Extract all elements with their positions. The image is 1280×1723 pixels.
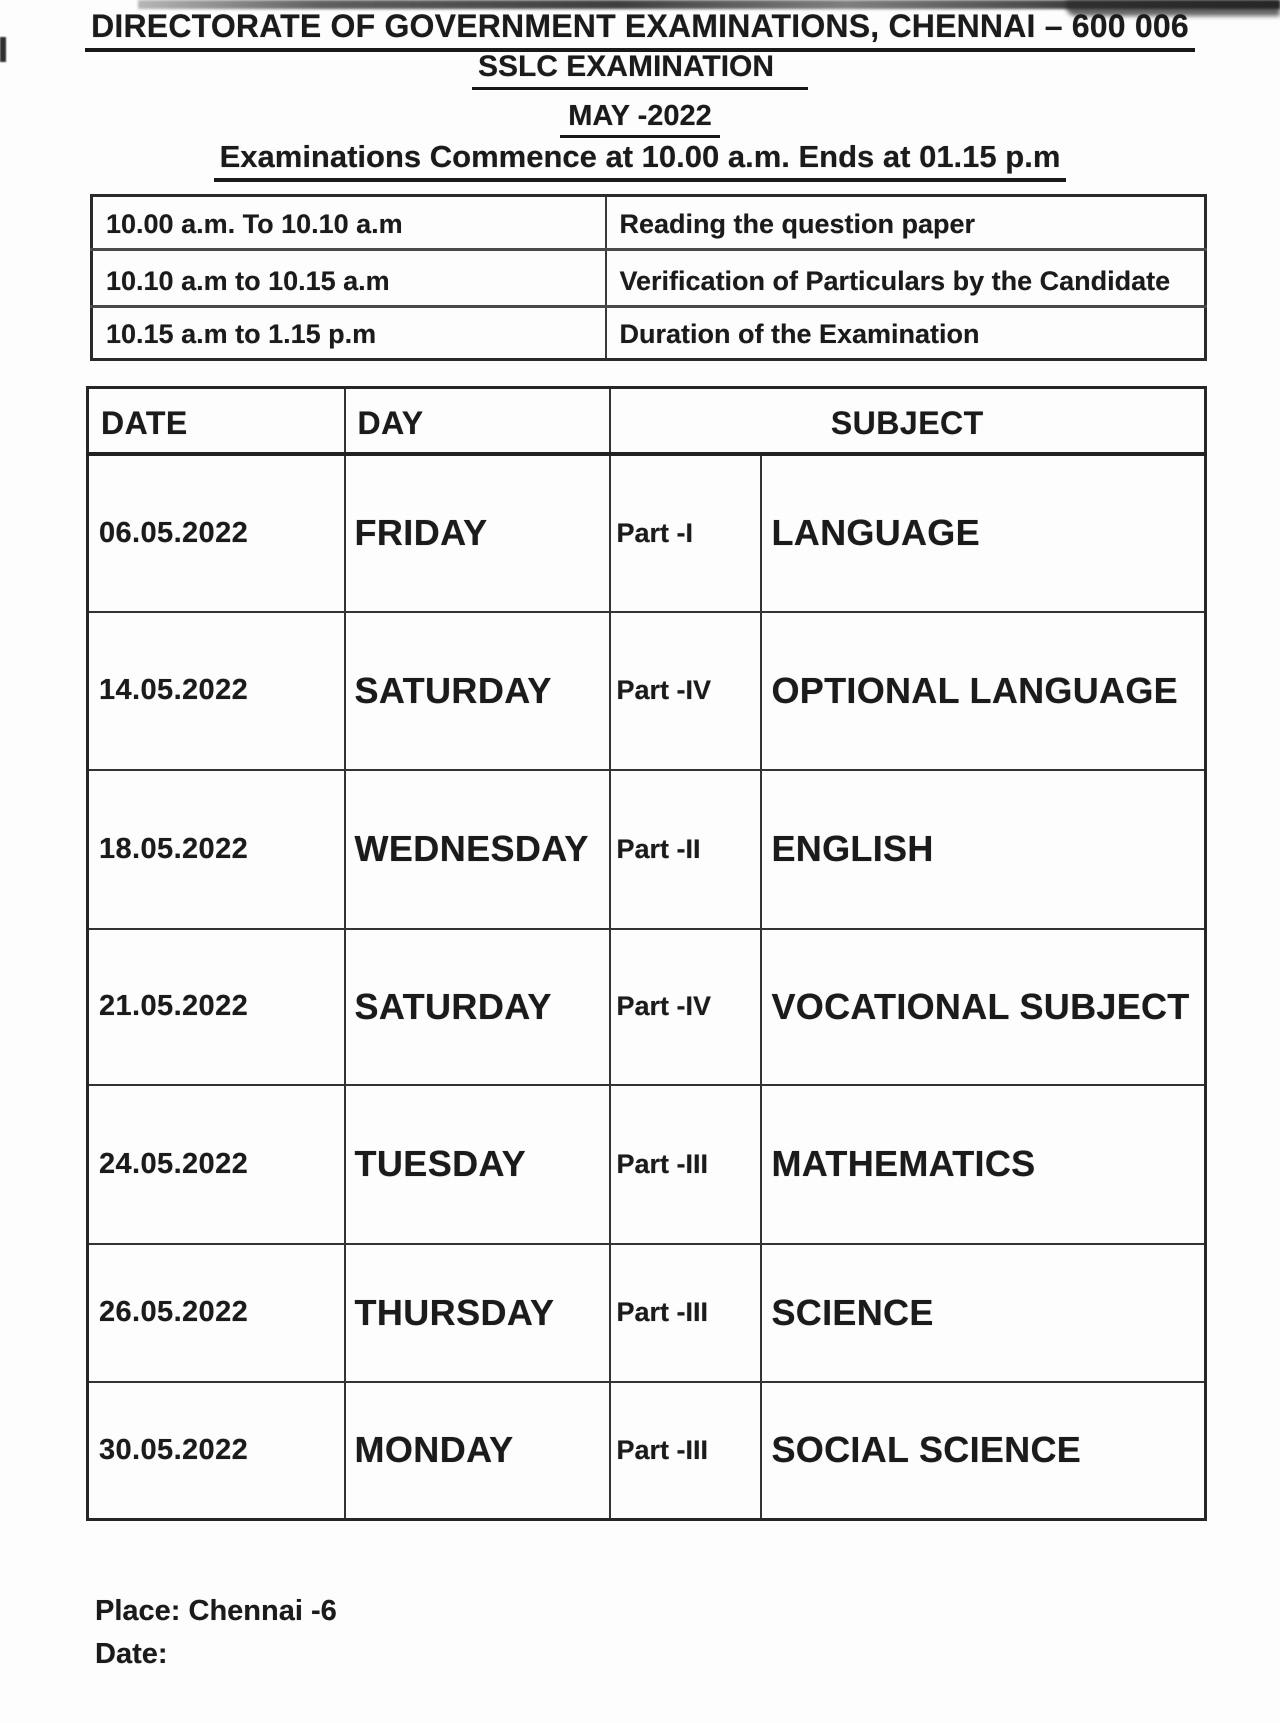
- session-schedule-table: 10.00 a.m. To 10.10 a.m Reading the ques…: [90, 194, 1207, 361]
- exam-date: 24.05.2022: [86, 1083, 346, 1245]
- timetable-row: 18.05.2022 WEDNESDAY Part -II ENGLISH: [86, 768, 1207, 930]
- session-time: 10.00 a.m. To 10.10 a.m: [90, 194, 607, 251]
- timetable-row: 14.05.2022 SATURDAY Part -IV OPTIONAL LA…: [86, 610, 1207, 771]
- exam-subject: SCIENCE: [759, 1242, 1207, 1383]
- scan-artifact-top-right: [1066, 0, 1280, 16]
- column-header-day: DAY: [343, 386, 611, 456]
- exam-part: Part -IV: [608, 610, 762, 771]
- session-activity: Reading the question paper: [604, 194, 1207, 251]
- exam-day: SATURDAY: [343, 610, 611, 771]
- exam-month-text: MAY -2022: [560, 100, 720, 138]
- exam-part: Part -III: [608, 1083, 762, 1245]
- timetable-row: 26.05.2022 THURSDAY Part -III SCIENCE: [86, 1242, 1207, 1383]
- session-activity: Duration of the Examination: [604, 305, 1207, 361]
- exam-date: 26.05.2022: [86, 1242, 346, 1383]
- document-title: DIRECTORATE OF GOVERNMENT EXAMINATIONS, …: [0, 8, 1280, 52]
- session-row: 10.10 a.m to 10.15 a.m Verification of P…: [90, 248, 1207, 308]
- place-label: Place: Chennai -6: [95, 1595, 337, 1627]
- exam-month: MAY -2022: [0, 100, 1280, 138]
- exam-day: TUESDAY: [343, 1083, 611, 1245]
- exam-date: 18.05.2022: [86, 768, 346, 930]
- scan-artifact-left-edge: [0, 37, 6, 62]
- exam-date: 30.05.2022: [86, 1380, 346, 1521]
- exam-timing-note: Examinations Commence at 10.00 a.m. Ends…: [0, 139, 1280, 182]
- session-time: 10.10 a.m to 10.15 a.m: [90, 248, 607, 308]
- timetable-row: 24.05.2022 TUESDAY Part -III MATHEMATICS: [86, 1083, 1207, 1245]
- exam-subject: LANGUAGE: [759, 452, 1207, 613]
- exam-timetable: DATE DAY SUBJECT 06.05.2022 FRIDAY Part …: [86, 386, 1208, 1521]
- exam-subject: MATHEMATICS: [759, 1083, 1207, 1245]
- exam-day: SATURDAY: [343, 927, 611, 1086]
- exam-day: FRIDAY: [343, 452, 611, 613]
- exam-part: Part -I: [608, 452, 762, 613]
- session-row: 10.15 a.m to 1.15 p.m Duration of the Ex…: [90, 305, 1207, 361]
- exam-subject: ENGLISH: [759, 768, 1207, 930]
- exam-date: 21.05.2022: [86, 927, 346, 1086]
- exam-part: Part -II: [608, 768, 762, 930]
- session-row: 10.00 a.m. To 10.10 a.m Reading the ques…: [90, 194, 1207, 251]
- timetable-header-row: DATE DAY SUBJECT: [86, 386, 1207, 456]
- exam-part: Part -IV: [608, 927, 762, 1086]
- exam-date: 06.05.2022: [86, 452, 346, 613]
- column-header-subject: SUBJECT: [608, 386, 1207, 456]
- exam-timing-note-text: Examinations Commence at 10.00 a.m. Ends…: [213, 139, 1067, 182]
- exam-date: 14.05.2022: [86, 610, 346, 771]
- exam-part: Part -III: [608, 1242, 762, 1383]
- exam-subject: VOCATIONAL SUBJECT: [759, 927, 1207, 1086]
- document-title-text: DIRECTORATE OF GOVERNMENT EXAMINATIONS, …: [85, 8, 1195, 52]
- timetable-row: 21.05.2022 SATURDAY Part -IV VOCATIONAL …: [86, 927, 1207, 1086]
- exam-day: MONDAY: [343, 1380, 611, 1521]
- date-label: Date:: [95, 1638, 168, 1670]
- exam-name: SSLC EXAMINATION: [0, 50, 1280, 90]
- session-time: 10.15 a.m to 1.15 p.m: [90, 305, 607, 361]
- exam-name-text: SSLC EXAMINATION: [471, 50, 809, 90]
- timetable-row: 06.05.2022 FRIDAY Part -I LANGUAGE: [86, 452, 1207, 613]
- exam-part: Part -III: [608, 1380, 762, 1521]
- column-header-date: DATE: [86, 386, 346, 456]
- session-activity: Verification of Particulars by the Candi…: [604, 248, 1207, 308]
- exam-day: THURSDAY: [343, 1242, 611, 1383]
- timetable-row: 30.05.2022 MONDAY Part -III SOCIAL SCIEN…: [86, 1380, 1207, 1521]
- exam-day: WEDNESDAY: [343, 768, 611, 930]
- exam-subject: OPTIONAL LANGUAGE: [759, 610, 1207, 771]
- exam-subject: SOCIAL SCIENCE: [759, 1380, 1207, 1521]
- scan-artifact-top-band: [138, 0, 1280, 9]
